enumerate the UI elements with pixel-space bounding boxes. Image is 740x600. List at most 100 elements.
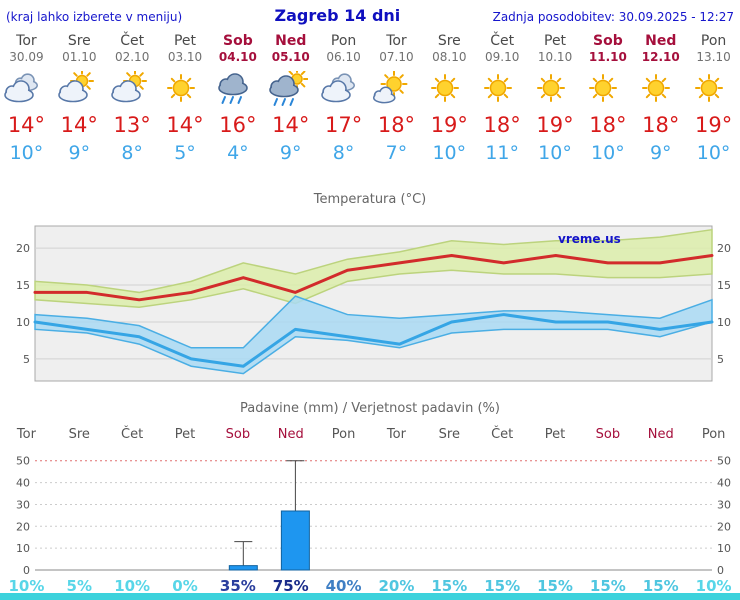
day-date: 03.10 bbox=[167, 50, 203, 64]
day-column: Pon 06.10 17° 8° bbox=[317, 33, 370, 164]
day-date: 07.10 bbox=[379, 50, 414, 64]
max-temperature: 18° bbox=[377, 113, 416, 137]
day-date: 10.10 bbox=[537, 50, 573, 64]
svg-text:10: 10 bbox=[717, 316, 731, 329]
day-column: Čet 09.10 18° 11° bbox=[476, 33, 529, 164]
day-name: Čet bbox=[120, 33, 145, 49]
max-temperature: 13° bbox=[113, 113, 151, 137]
day-name: Sob bbox=[593, 33, 623, 49]
max-temperature: 19° bbox=[694, 113, 733, 137]
svg-text:20: 20 bbox=[16, 242, 30, 255]
day-icon-wrap bbox=[476, 71, 529, 111]
precipitation-day-labels: Tor Sre Čet Pet Sob Ned Pon Tor Sre Čet Pet Sob Ned P… bbox=[0, 427, 740, 442]
max-temperature: 18° bbox=[589, 113, 627, 137]
svg-text:5: 5 bbox=[23, 353, 30, 366]
day-name: Ned bbox=[275, 33, 307, 49]
precipitation-probability: 15% bbox=[431, 577, 468, 595]
svg-text:20: 20 bbox=[717, 242, 731, 255]
sunny-icon bbox=[642, 74, 671, 102]
day-icon-wrap bbox=[423, 71, 476, 111]
min-temperature: 5° bbox=[174, 142, 196, 164]
svg-text:30: 30 bbox=[717, 498, 731, 511]
precip-day-label: Pon bbox=[701, 427, 726, 442]
sunny-icon bbox=[589, 74, 618, 102]
day-icon-wrap bbox=[581, 71, 634, 111]
day-name: Tor bbox=[386, 33, 407, 49]
svg-text:50: 50 bbox=[717, 455, 731, 468]
day-column: Čet 02.10 13° 8° bbox=[106, 33, 159, 164]
precip-day-label: Sob bbox=[595, 427, 621, 442]
svg-text:0: 0 bbox=[717, 564, 724, 575]
precip-day-label: Tor bbox=[16, 427, 36, 442]
precipitation-probability: 10% bbox=[114, 577, 151, 595]
sunny-icon bbox=[695, 74, 724, 102]
precip-day-label: Čet bbox=[491, 427, 514, 442]
page-title: Zagreb 14 dni bbox=[274, 6, 401, 25]
precipitation-probability: 5% bbox=[66, 577, 93, 595]
day-column: Ned 12.10 18° 9° bbox=[634, 33, 687, 164]
min-temperature: 8° bbox=[121, 142, 143, 164]
day-icon-wrap bbox=[264, 71, 317, 111]
day-icon-wrap bbox=[106, 71, 159, 111]
day-date: 12.10 bbox=[641, 50, 680, 64]
min-temperature: 8° bbox=[332, 142, 355, 164]
day-column: Ned 05.10 14° 9° bbox=[264, 33, 317, 164]
day-name: Ned bbox=[645, 33, 677, 49]
min-temperature: 10° bbox=[538, 142, 572, 164]
day-icon-wrap bbox=[687, 71, 740, 111]
max-temperature: 18° bbox=[642, 113, 680, 137]
precipitation-probability: 10% bbox=[695, 577, 732, 595]
svg-text:40: 40 bbox=[16, 477, 30, 490]
svg-text:50: 50 bbox=[16, 455, 30, 468]
svg-text:15: 15 bbox=[717, 279, 731, 292]
precipitation-probability: 15% bbox=[484, 577, 521, 595]
day-date: 09.10 bbox=[484, 50, 520, 64]
rain-icon bbox=[218, 73, 249, 104]
partly-cloudy-icon bbox=[110, 71, 147, 103]
precip-day-label: Pet bbox=[544, 427, 566, 442]
sunny-icon bbox=[483, 74, 512, 102]
precipitation-probability: 75% bbox=[272, 577, 309, 595]
day-date: 11.10 bbox=[588, 50, 627, 64]
max-temperature: 19° bbox=[536, 113, 574, 137]
day-icon-wrap bbox=[159, 71, 212, 111]
temperature-chart: Temperatura (°C) vreme.us 5 5 10 10 15 15 20 20 bbox=[0, 192, 740, 389]
header: (kraj lahko izberete v meniju) Zagreb 14… bbox=[0, 0, 740, 25]
precipitation-probability: 0% bbox=[172, 577, 198, 595]
precipitation-chart-svg: 0 0 10 10 20 20 30 30 40 40 50 50 bbox=[16, 455, 731, 575]
max-temperature: 14° bbox=[7, 113, 46, 137]
day-column: Pet 03.10 14° 5° bbox=[159, 33, 212, 164]
min-temperature: 10° bbox=[9, 142, 44, 164]
day-column: Sre 01.10 14° 9° bbox=[53, 33, 106, 164]
watermark-link[interactable]: vreme.us bbox=[558, 232, 621, 246]
min-temperature: 11° bbox=[485, 142, 519, 164]
day-column: Tor 30.09 14° 10° bbox=[0, 33, 53, 164]
max-temperature: 17° bbox=[324, 113, 363, 137]
svg-text:30: 30 bbox=[16, 498, 30, 511]
day-date: 08.10 bbox=[432, 50, 467, 64]
max-temperature: 14° bbox=[60, 113, 98, 137]
day-name: Pon bbox=[330, 33, 357, 49]
day-date: 13.10 bbox=[696, 50, 731, 64]
days-row: Tor 30.09 14° 10° Sre 01.10 14° 9° Čet 02.10 13° 8°… bbox=[0, 33, 740, 164]
min-temperature: 10° bbox=[432, 142, 467, 164]
precipitation-probability: 35% bbox=[219, 577, 256, 595]
precip-day-label: Pet bbox=[174, 427, 196, 442]
svg-text:5: 5 bbox=[717, 353, 724, 366]
cloudy-icon bbox=[321, 73, 356, 103]
last-update: Zadnja posodobitev: 30.09.2025 - 12:27 bbox=[492, 10, 734, 24]
day-icon-wrap bbox=[0, 71, 53, 111]
sunny-icon bbox=[536, 74, 565, 102]
max-temperature: 14° bbox=[166, 113, 204, 137]
precip-day-label: Pon bbox=[331, 427, 356, 442]
day-date: 02.10 bbox=[114, 50, 150, 64]
precipitation-probability: 10% bbox=[8, 577, 45, 595]
precip-day-label: Sre bbox=[68, 427, 90, 442]
day-icon-wrap bbox=[53, 71, 106, 111]
precipitation-probability: 15% bbox=[537, 577, 573, 595]
rain-showers-icon bbox=[269, 71, 309, 106]
precip-day-label: Čet bbox=[121, 427, 144, 442]
min-temperature: 10° bbox=[591, 142, 625, 164]
day-date: 30.09 bbox=[9, 50, 44, 64]
